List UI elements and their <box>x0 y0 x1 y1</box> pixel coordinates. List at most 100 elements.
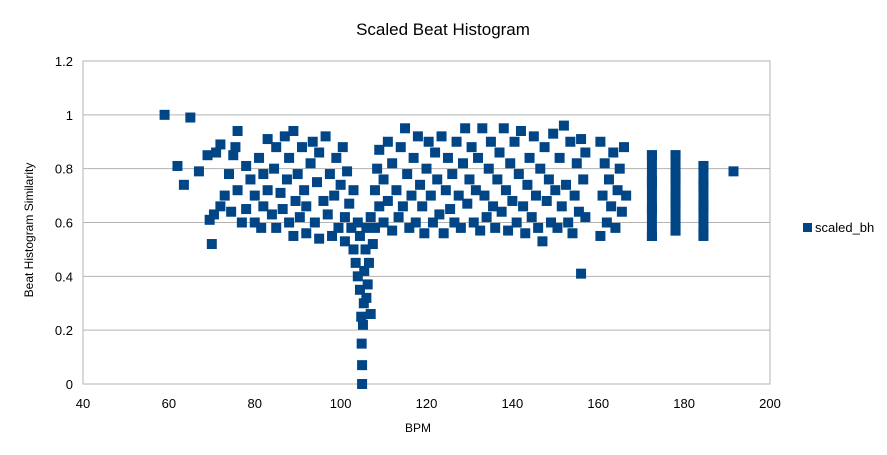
y-tick-label: 0.8 <box>55 162 73 177</box>
data-point-3 <box>178 179 189 190</box>
data-point-172 <box>537 236 548 247</box>
data-point-135 <box>457 158 468 169</box>
data-points <box>159 109 739 389</box>
data-point-16 <box>230 142 241 153</box>
data-point-65 <box>337 142 348 153</box>
data-point-197 <box>597 190 608 201</box>
data-point-79 <box>356 338 367 349</box>
data-point-136 <box>460 123 471 134</box>
y-tick-label: 1.2 <box>55 54 73 69</box>
data-point-208 <box>621 190 632 201</box>
data-point-159 <box>509 136 520 147</box>
data-point-0 <box>159 109 170 120</box>
data-point-43 <box>290 195 301 206</box>
data-point-139 <box>466 142 477 153</box>
data-point-133 <box>453 190 464 201</box>
data-point-194 <box>580 212 591 223</box>
y-tick-label: 1 <box>66 108 73 123</box>
data-point-183 <box>561 179 572 190</box>
data-point-37 <box>279 131 290 142</box>
data-point-181 <box>556 201 567 212</box>
data-point-169 <box>530 190 541 201</box>
data-point-100 <box>382 136 393 147</box>
data-point-180 <box>554 152 565 163</box>
data-point-220 <box>698 160 709 171</box>
data-point-14 <box>226 206 237 217</box>
data-point-118 <box>421 163 432 174</box>
data-point-198 <box>599 158 610 169</box>
data-point-84 <box>359 265 370 276</box>
y-tick-label: 0.2 <box>55 323 73 338</box>
y-axis-label: Beat Histogram Similarity <box>22 163 36 298</box>
data-point-73 <box>350 257 361 268</box>
data-point-24 <box>249 190 260 201</box>
data-point-108 <box>400 123 411 134</box>
data-point-114 <box>412 131 423 142</box>
data-point-141 <box>470 185 481 196</box>
data-point-154 <box>498 123 509 134</box>
data-point-157 <box>505 158 516 169</box>
data-point-15 <box>228 150 239 161</box>
data-point-137 <box>462 198 473 209</box>
data-point-126 <box>438 228 449 239</box>
data-point-26 <box>256 222 267 233</box>
chart-title: Scaled Beat Histogram <box>356 20 530 39</box>
data-point-99 <box>378 174 389 185</box>
data-point-140 <box>468 217 479 228</box>
data-point-23 <box>249 217 260 228</box>
data-point-72 <box>348 185 359 196</box>
data-point-49 <box>301 201 312 212</box>
data-point-41 <box>288 230 299 241</box>
data-band-2 <box>698 160 709 241</box>
data-point-201 <box>606 201 617 212</box>
data-point-158 <box>507 195 518 206</box>
data-point-96 <box>374 201 385 212</box>
data-point-187 <box>569 190 580 201</box>
data-point-66 <box>339 212 350 223</box>
data-point-22 <box>245 174 256 185</box>
data-point-214 <box>670 198 681 209</box>
data-point-151 <box>492 174 503 185</box>
data-point-28 <box>258 201 269 212</box>
data-point-145 <box>479 190 490 201</box>
data-point-190 <box>576 134 587 145</box>
y-tick-label: 0.4 <box>55 269 73 284</box>
data-point-115 <box>415 179 426 190</box>
x-tick-label: 100 <box>330 396 352 411</box>
data-point-101 <box>382 195 393 206</box>
data-point-206 <box>616 206 627 217</box>
data-point-147 <box>483 163 494 174</box>
data-point-47 <box>299 185 310 196</box>
data-point-69 <box>344 198 355 209</box>
data-point-77 <box>354 284 365 295</box>
data-point-117 <box>419 228 430 239</box>
data-point-5 <box>202 150 213 161</box>
data-point-131 <box>449 217 460 228</box>
data-point-30 <box>262 185 273 196</box>
data-point-173 <box>539 142 550 153</box>
data-point-20 <box>241 160 252 171</box>
data-point-106 <box>395 142 406 153</box>
data-point-97 <box>374 144 385 155</box>
data-point-150 <box>490 222 501 233</box>
y-tick-label: 0 <box>66 377 73 392</box>
data-point-163 <box>518 201 529 212</box>
data-point-152 <box>494 147 505 158</box>
data-point-119 <box>423 136 434 147</box>
data-point-177 <box>548 128 559 139</box>
data-point-134 <box>455 222 466 233</box>
data-point-213 <box>670 225 681 236</box>
data-band-1 <box>670 150 681 236</box>
data-point-116 <box>417 201 428 212</box>
data-point-203 <box>610 222 621 233</box>
data-point-76 <box>354 230 365 241</box>
data-point-189 <box>573 206 584 217</box>
data-point-219 <box>698 179 709 190</box>
x-axis-label: BPM <box>405 421 431 435</box>
data-point-82 <box>357 319 368 330</box>
data-point-58 <box>322 209 333 220</box>
data-point-148 <box>485 136 496 147</box>
data-point-51 <box>307 136 318 147</box>
y-tick-label: 0.6 <box>55 216 73 231</box>
data-point-185 <box>565 136 576 147</box>
